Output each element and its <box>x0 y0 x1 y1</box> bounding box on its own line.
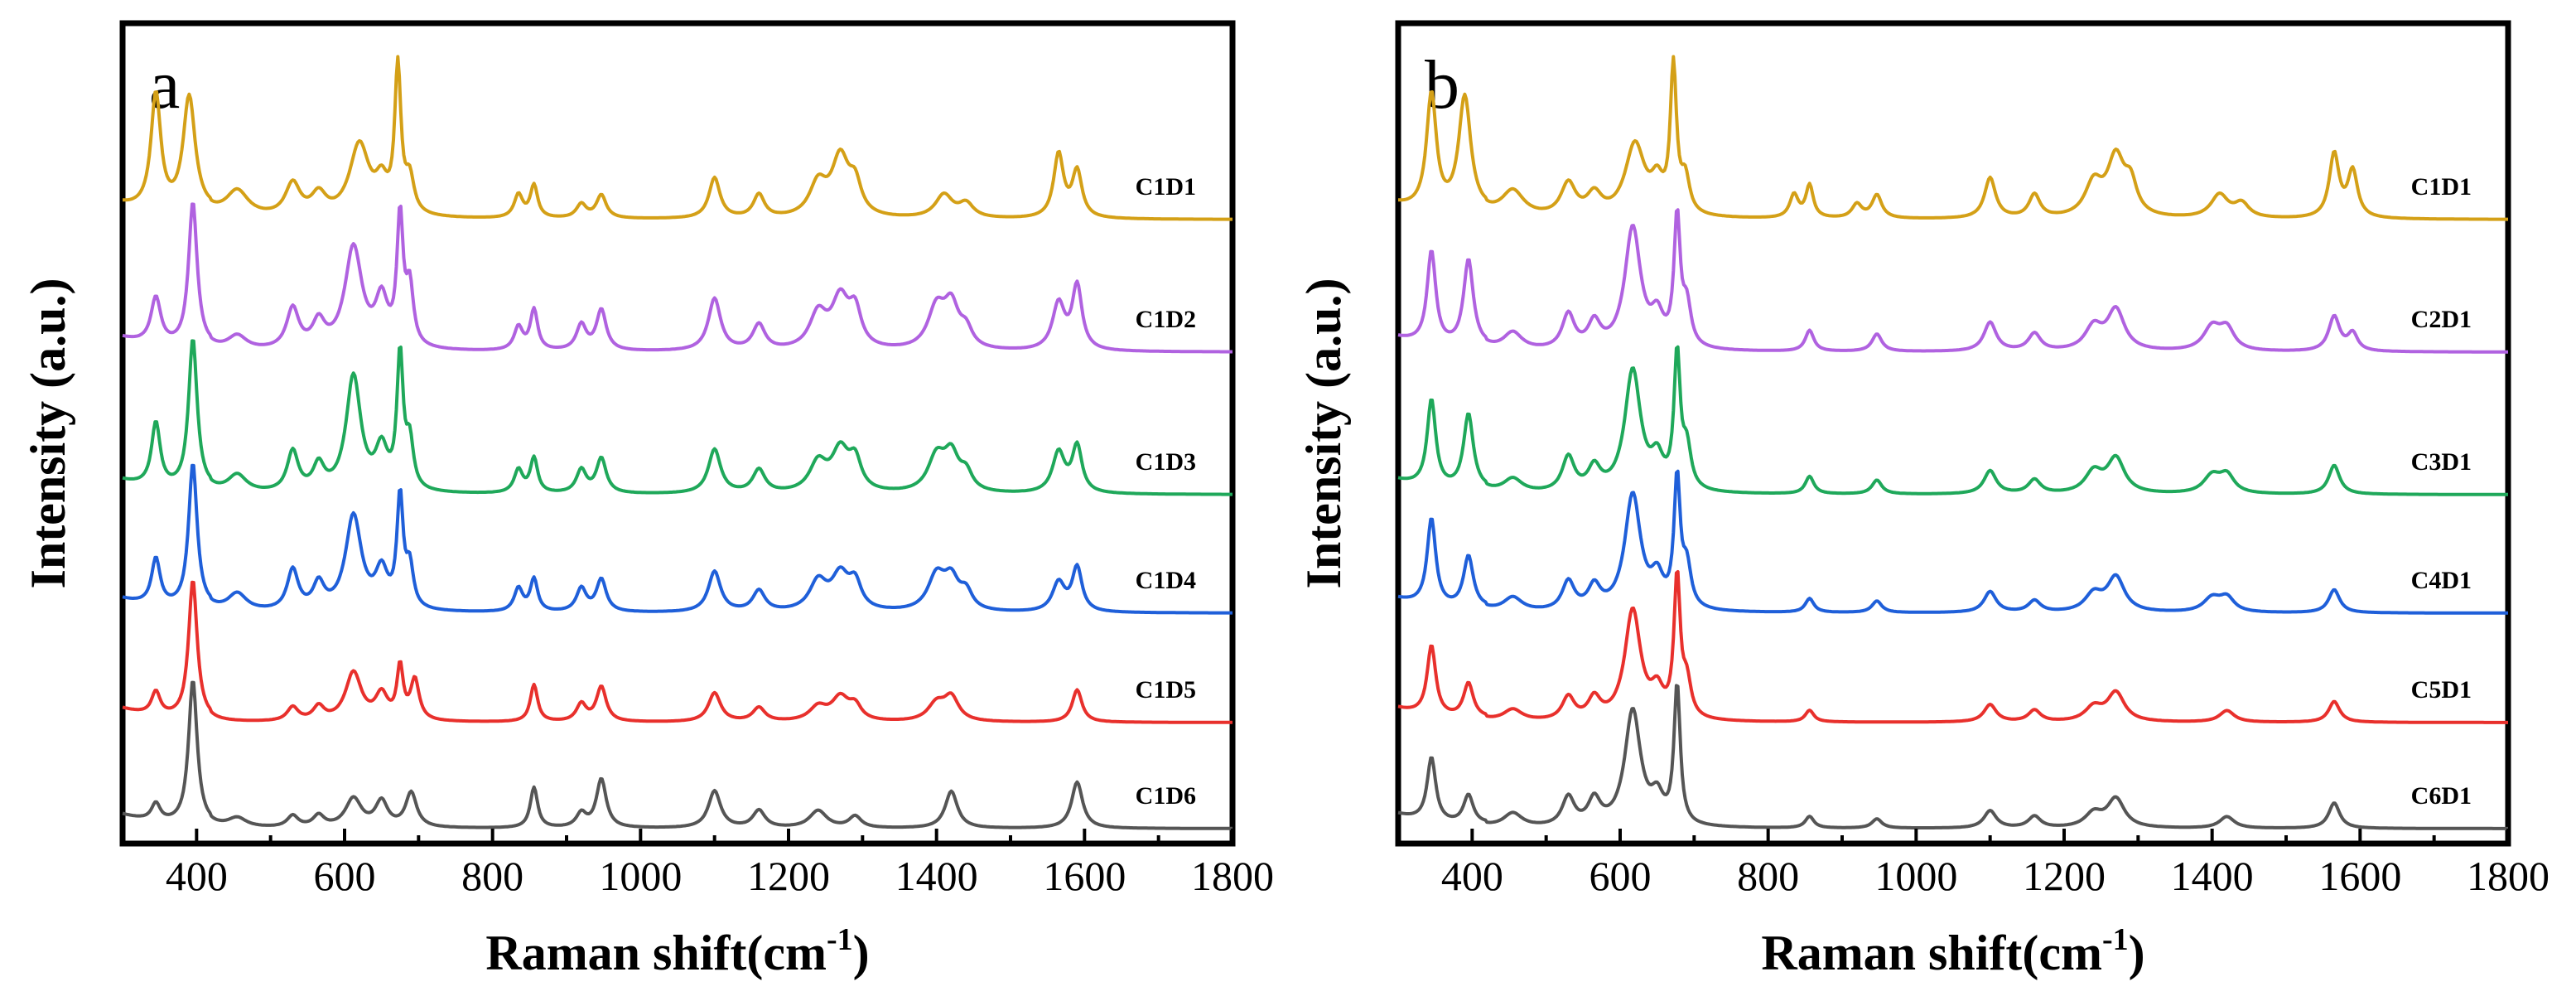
series-line-C1D6 <box>122 680 1233 830</box>
series-line-C2D1 <box>1397 208 2509 354</box>
panel-a-y-axis-label: Intensity (a.u.) <box>21 278 75 588</box>
panel-b-x-axis-label: Raman shift(cm-1) <box>1761 922 2144 980</box>
series-label-C6D1: C6D1 <box>2411 782 2472 810</box>
series-line-C1D2 <box>122 202 1233 354</box>
x-tick-label: 800 <box>1737 853 1799 899</box>
series-label-C4D1: C4D1 <box>2411 567 2472 594</box>
series-label-C1D5: C1D5 <box>1136 676 1196 704</box>
panel-a-frame <box>119 20 1236 847</box>
x-tick-label: 1000 <box>1874 853 1957 899</box>
series-line-C3D1 <box>1397 345 2509 496</box>
x-tick-label: 600 <box>314 853 376 899</box>
x-tick-label: 600 <box>1589 853 1652 899</box>
series-line-C6D1 <box>1397 684 2509 830</box>
series-label-C1D6: C1D6 <box>1136 782 1196 810</box>
series-line-C1D1 <box>1397 55 2509 221</box>
x-tick-label: 400 <box>1441 853 1503 899</box>
series-line-C4D1 <box>1397 469 2509 615</box>
x-tick-label: 1200 <box>2023 853 2106 899</box>
series-line-C1D5 <box>122 580 1233 724</box>
series-label-C5D1: C5D1 <box>2411 676 2472 704</box>
x-tick-label: 1600 <box>2318 853 2401 899</box>
series-label-C1D1: C1D1 <box>2411 173 2472 201</box>
x-tick-label: 1400 <box>895 853 978 899</box>
x-tick-label: 1800 <box>1191 853 1274 899</box>
series-label-C1D4: C1D4 <box>1136 567 1196 594</box>
x-tick-label: 1200 <box>747 853 830 899</box>
panel-b-y-axis-label: Intensity (a.u.) <box>1296 278 1351 588</box>
series-line-C1D4 <box>122 463 1233 615</box>
series-label-C1D3: C1D3 <box>1136 448 1196 476</box>
series-line-C1D3 <box>122 339 1233 496</box>
panel-a-x-axis-label: Raman shift(cm-1) <box>485 922 869 980</box>
x-tick-label: 1400 <box>2171 853 2254 899</box>
series-label-C1D1: C1D1 <box>1136 173 1196 201</box>
panel-b-letter: b <box>1425 46 1459 123</box>
series-label-C2D1: C2D1 <box>2411 306 2472 333</box>
series-line-C5D1 <box>1397 570 2509 724</box>
panel-b-frame <box>1395 20 2511 847</box>
panel-b-chart: b C1D1 C2D1 C3D1 C4D1 C5D1 C6D1 400 600 800 1000… <box>1296 20 2549 980</box>
x-tick-label: 400 <box>166 853 228 899</box>
series-label-C3D1: C3D1 <box>2411 448 2472 476</box>
x-tick-label: 1600 <box>1043 853 1126 899</box>
x-tick-label: 1000 <box>599 853 682 899</box>
series-label-C1D2: C1D2 <box>1136 306 1196 333</box>
x-tick-label: 800 <box>461 853 523 899</box>
series-line-C1D1 <box>122 55 1233 221</box>
x-tick-label: 1800 <box>2467 853 2549 899</box>
